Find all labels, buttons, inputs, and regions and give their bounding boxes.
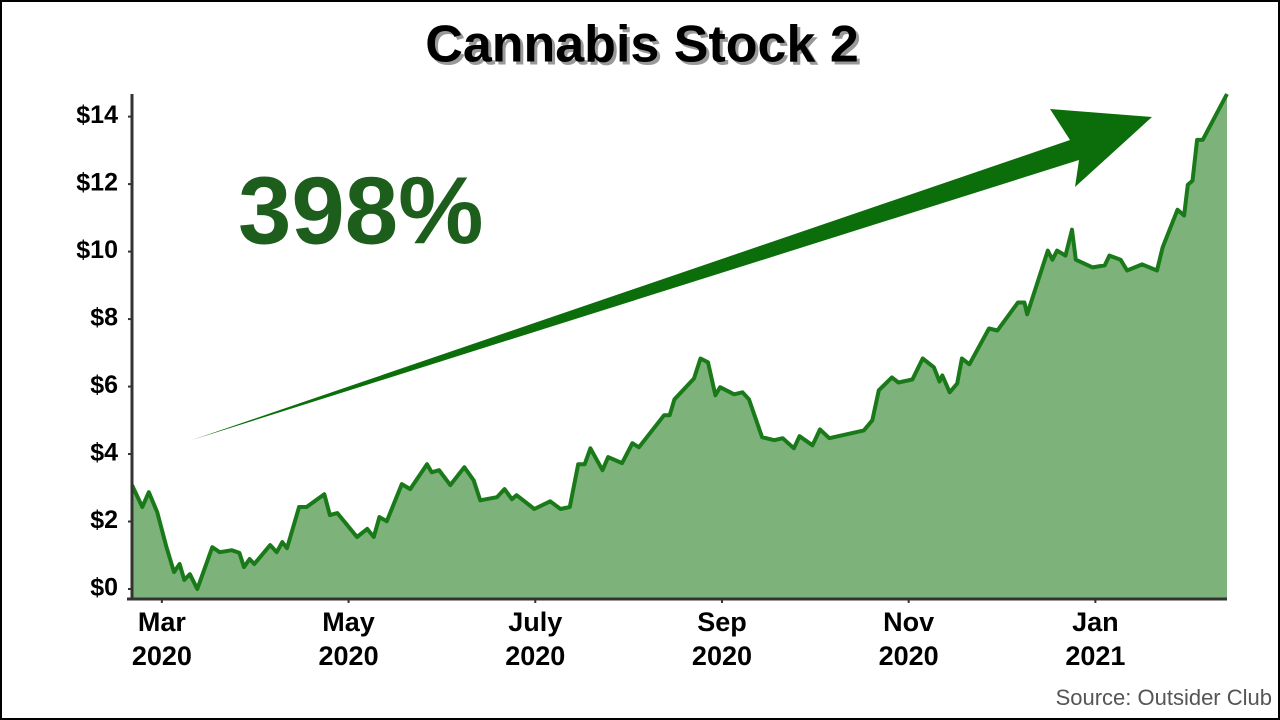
x-tick-label: Nov 2020	[878, 607, 939, 671]
line	[130, 93, 1229, 591]
plot	[130, 93, 1229, 599]
y-tick-label: $2	[90, 506, 118, 534]
y-tick-label: $8	[90, 304, 118, 332]
chart-title: Cannabis Stock 2	[425, 16, 858, 74]
source: Source: Outsider Club	[1056, 685, 1272, 710]
y-tick-label: $10	[76, 236, 118, 264]
y-tick-label: $6	[90, 371, 118, 399]
x-tick-label: Jan 2021	[1065, 607, 1126, 671]
y-tick-label: $4	[90, 439, 118, 467]
x-tick-label: Mar 2020	[131, 607, 192, 671]
y-tick-label: $14	[76, 101, 118, 129]
area	[132, 94, 1227, 599]
x-tick-label: Sep 2020	[691, 607, 752, 671]
x-tick-label: May 2020	[318, 607, 379, 671]
y-tick-label: $0	[90, 574, 118, 602]
x-tick-label: July 2020	[505, 607, 566, 671]
title-shadow: Cannabis Stock 2	[428, 19, 861, 77]
y-tick-label: $12	[76, 169, 118, 197]
annotation: 398%	[238, 157, 484, 264]
